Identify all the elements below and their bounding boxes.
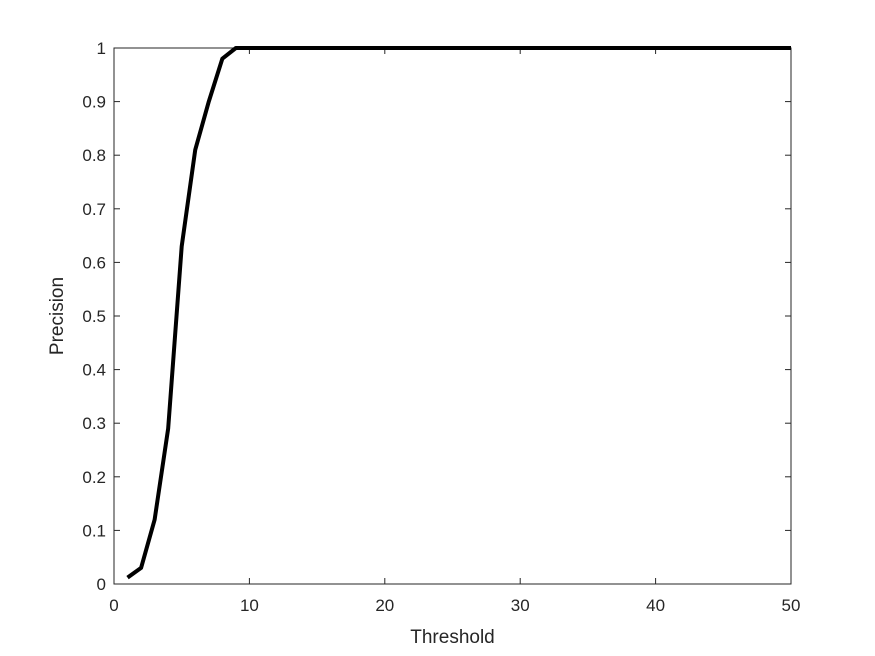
x-axis-label: Threshold bbox=[410, 627, 495, 648]
y-tick-label: 0.8 bbox=[82, 146, 106, 165]
series-line bbox=[126, 46, 791, 580]
x-tick-label: 40 bbox=[646, 596, 665, 615]
y-tick-label: 0.7 bbox=[82, 200, 106, 219]
x-tick-label: 50 bbox=[782, 596, 801, 615]
x-tick-label: 10 bbox=[240, 596, 259, 615]
y-tick-label: 0.9 bbox=[82, 93, 106, 112]
y-tick-label: 0.6 bbox=[82, 253, 106, 272]
y-tick-label: 1 bbox=[97, 39, 106, 58]
x-tick-label: 0 bbox=[109, 596, 118, 615]
plot-area bbox=[113, 47, 792, 585]
y-tick-label: 0.3 bbox=[82, 414, 106, 433]
y-tick-label: 0.4 bbox=[82, 361, 106, 380]
axis-tick-labels: 0 10 20 30 40 50 0 0.1 0.2 0.3 0.4 0.5 0.6 0.7 0.8 0.9 1 bbox=[82, 39, 800, 615]
x-tick-label: 30 bbox=[511, 596, 530, 615]
y-tick-label: 0.1 bbox=[82, 521, 106, 540]
y-tick-label: 0.2 bbox=[82, 468, 106, 487]
y-tick-label: 0 bbox=[97, 575, 106, 594]
y-axis-label: Precision bbox=[47, 277, 68, 355]
y-tick-label: 0.5 bbox=[82, 307, 106, 326]
x-tick-label: 20 bbox=[375, 596, 394, 615]
